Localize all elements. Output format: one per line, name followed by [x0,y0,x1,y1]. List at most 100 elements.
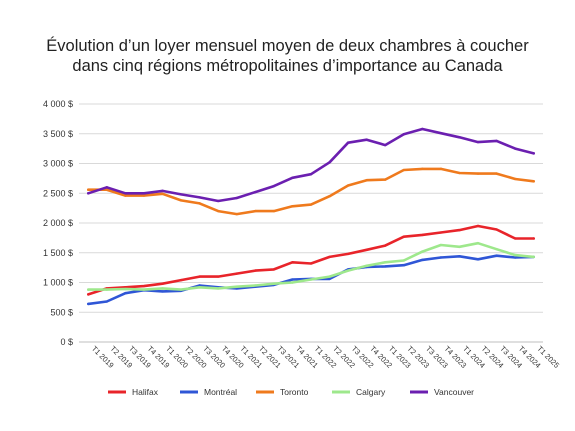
data-point [532,255,535,259]
data-point [384,143,387,147]
data-point [179,278,183,282]
data-point [198,202,201,205]
data-point [532,180,535,183]
data-point [87,293,90,296]
data-point [161,282,164,285]
y-tick-label: 3 000 $ [43,159,73,169]
data-point [309,173,313,176]
data-point [161,189,164,193]
data-point [476,140,480,144]
data-point [105,188,109,191]
data-point [458,228,461,232]
data-point [421,250,424,253]
data-point [402,264,405,267]
data-point [291,176,294,179]
data-point [328,275,331,278]
data-point [402,235,405,238]
data-point [328,255,331,259]
chart-title: Évolution d’un loyer mensuel moyen de de… [0,36,575,76]
data-point [235,196,238,200]
legend-label: Calgary [356,387,386,397]
data-point [254,190,257,194]
data-point [198,196,201,199]
data-point [495,247,498,251]
data-point [142,194,146,197]
data-point [458,245,461,248]
data-point [384,265,387,268]
data-point [124,192,127,195]
data-point [254,284,257,287]
series-line-vancouver [87,127,536,203]
data-point [513,147,517,150]
data-point [309,262,313,265]
data-point [142,284,146,288]
data-point [421,258,424,262]
data-point [439,131,443,135]
chart-title-line-2: dans cinq régions métropolitaines d’impo… [72,57,503,75]
y-tick-label: 2 000 $ [43,218,73,228]
data-point [346,269,350,272]
data-point [402,259,405,262]
data-point [217,275,220,278]
data-point [328,277,331,281]
data-point [495,228,498,231]
data-point [384,244,387,247]
data-point [179,199,183,202]
y-tick-label: 1 000 $ [43,278,73,288]
data-point [532,237,535,240]
data-point [105,300,109,303]
legend-label: Toronto [280,387,309,397]
data-point [495,172,498,175]
data-point [217,209,220,213]
y-tick-label: 4 000 $ [43,99,73,109]
data-point [421,233,424,237]
data-point [365,264,368,268]
data-point [161,290,164,293]
data-point [402,133,405,136]
data-point [87,302,90,306]
data-point [272,184,276,188]
data-point [291,281,294,284]
data-point [235,212,238,216]
data-point [254,269,257,272]
data-point [198,275,201,278]
y-tick-label: 500 $ [50,307,73,317]
data-point [346,141,350,144]
data-point [309,278,313,281]
data-point [513,177,517,181]
data-point [105,186,109,189]
data-point [179,193,183,196]
series-line-halifax [87,224,536,296]
data-point [87,192,90,195]
data-point [495,254,498,257]
data-point [365,248,368,251]
data-point [495,139,498,143]
data-point [384,178,387,181]
legend-label: Montréal [204,387,237,397]
data-point [421,127,424,131]
data-point [198,286,201,289]
data-point [384,261,387,264]
data-point [272,282,276,285]
data-point [142,192,146,195]
data-point [87,188,90,191]
data-point [272,268,276,271]
data-point [458,255,461,258]
data-point [87,288,90,291]
data-point [476,224,480,228]
data-point [105,288,109,291]
data-point [346,252,350,256]
data-point [476,242,480,245]
data-point [513,253,517,257]
data-point [235,285,238,288]
data-point [124,287,127,291]
y-tick-label: 0 $ [60,337,73,347]
y-tick-label: 3 500 $ [43,129,73,139]
data-point [254,209,257,213]
data-point [532,152,535,155]
data-point [476,172,480,175]
data-point [142,288,146,291]
data-point [439,167,443,171]
data-point [439,231,443,234]
